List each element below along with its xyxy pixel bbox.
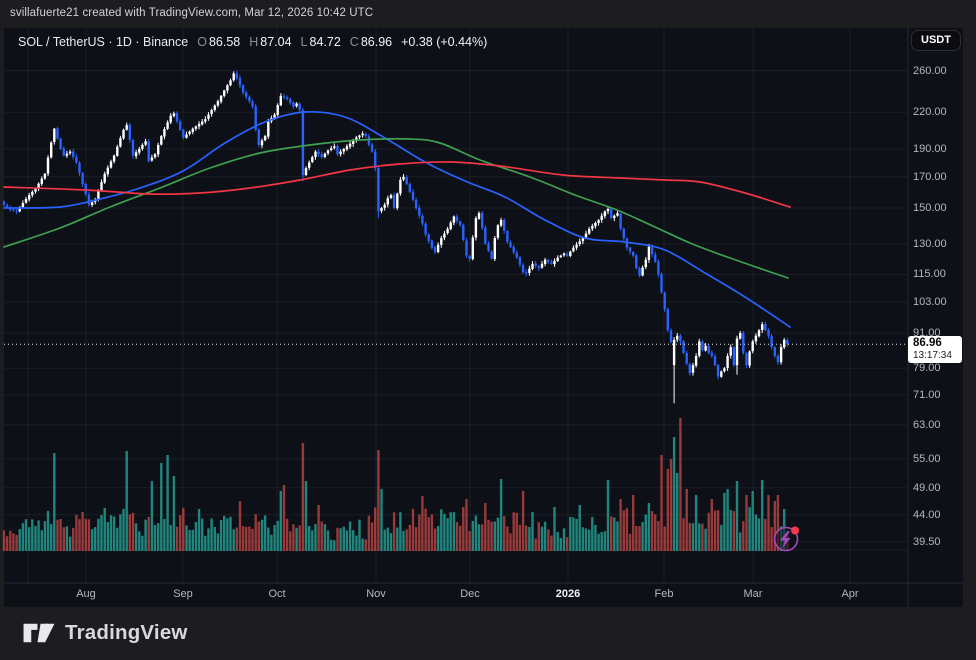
time-tick-year: 2026 [555,588,581,600]
time-tick-month: Nov [366,588,386,600]
tradingview-logo[interactable]: TradingView [22,619,188,647]
tradingview-logo-icon [23,623,55,643]
ma-medium [3,137,789,279]
price-tick-label: 150.00 [913,202,947,214]
price-tick-label: 130.00 [913,238,947,250]
ohlc-label: L [300,35,308,49]
ma-slow [3,161,791,208]
ohlc-value: 84.72 [309,35,341,49]
time-tick-month: Mar [743,588,763,600]
price-tick-label: 220.00 [913,106,947,118]
price-tick-label: 115.00 [913,268,946,280]
attribution-text: svillafuerte21 created with TradingView.… [10,7,374,19]
time-tick-month: Feb [654,588,674,600]
ohlc-value: 86.96 [360,35,393,49]
time-tick-month: Dec [460,588,480,600]
tradingview-logo-text: TradingView [65,621,188,644]
ohlc-value: 87.04 [260,35,292,49]
price-tick-label: 260.00 [913,65,947,77]
ohlc-label: H [249,35,259,49]
change-value: +0.38 (+0.44%) [401,35,488,49]
price-tick-label: 44.00 [913,509,941,521]
time-tick-month: Sep [173,588,193,600]
footer-bar: TradingView [0,607,976,660]
time-tick-month: Aug [76,588,96,600]
price-tick-label: 49.00 [913,482,941,494]
bar-countdown: 13:17:34 [913,350,952,361]
time-tick-month: Apr [841,588,859,600]
symbol-title[interactable]: SOL / TetherUS · 1D · Binance [18,35,189,49]
price-tick-label: 39.50 [913,536,941,548]
price-axis[interactable]: 260.00 220.00 190.00 170.00 150.00 130.00 115.… [908,28,963,583]
price-tick-label: 103.00 [913,296,947,308]
price-tick-label: 170.00 [913,171,947,183]
symbol-ohlc-row[interactable]: SOL / TetherUS · 1D · Binance O 86.58 H 87.0… [18,35,487,49]
price-tick-label: 71.00 [913,389,941,401]
current-price-value: 86.96 [913,337,942,349]
ohlc-label: O [197,35,207,49]
flash-icon[interactable] [773,526,800,552]
price-tick-label: 63.00 [913,419,941,431]
current-price-tag: 86.96 13:17:34 [908,336,962,363]
price-tick-label: 190.00 [913,143,947,155]
price-tick-label: 79.00 [913,362,941,374]
currency-toggle-button[interactable]: USDT [911,30,961,51]
ma-fast [3,110,791,328]
chart-background [4,28,963,607]
ohlc-value: 86.58 [208,35,241,49]
time-tick-month: Oct [268,588,286,600]
attribution-bar: svillafuerte21 created with TradingView.… [0,0,976,28]
alert-dot [791,526,799,535]
ohlc-label: C [349,35,359,49]
price-tick-label: 55.00 [913,453,941,465]
time-axis[interactable]: Aug Sep Oct Nov Dec 2026 Feb Mar Apr [4,583,908,607]
